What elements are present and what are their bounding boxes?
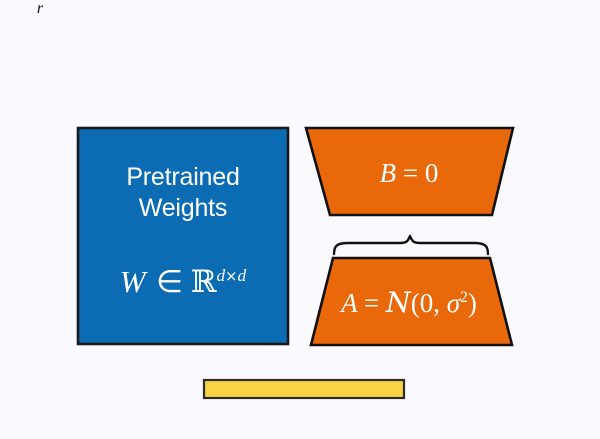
bottom-bar[interactable]: [202, 378, 406, 400]
matrix-b-block[interactable]: [304, 126, 515, 217]
matrix-a-block[interactable]: [309, 256, 514, 347]
rank-brace-icon: [332, 234, 490, 256]
pretrained-weights-block[interactable]: [76, 126, 290, 346]
